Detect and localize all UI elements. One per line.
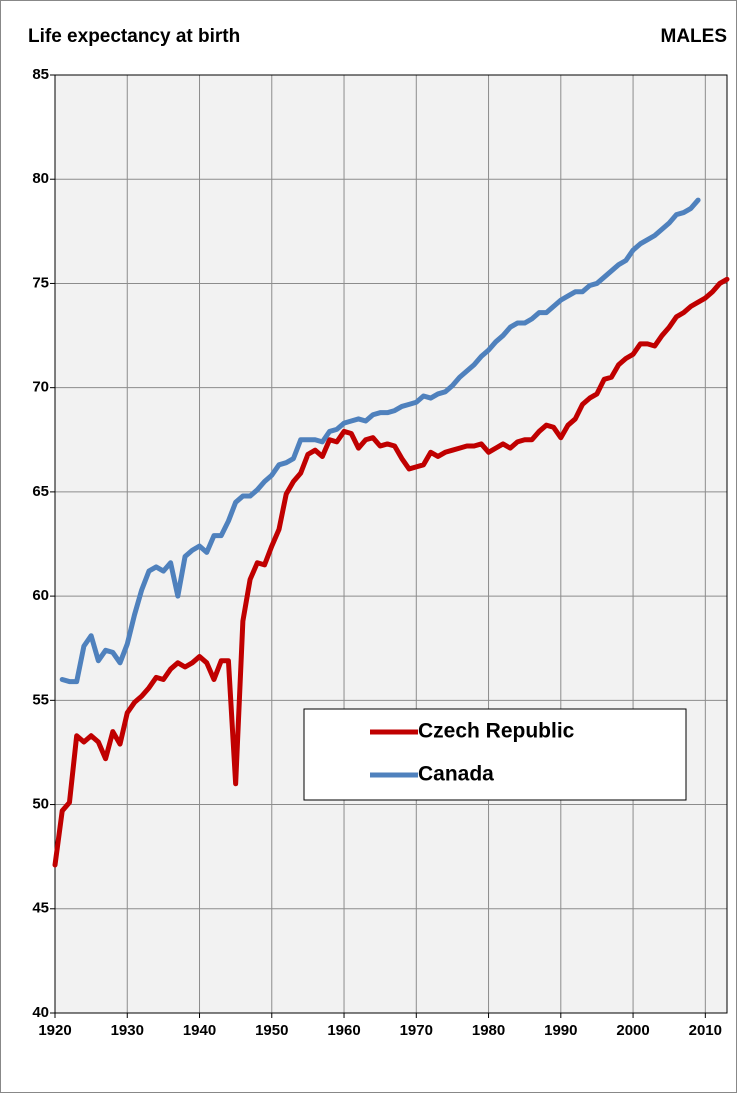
y-tick-label: 70 — [32, 379, 49, 396]
legend-box — [303, 708, 687, 801]
plot-area — [55, 75, 727, 1013]
plot-border — [54, 74, 728, 1014]
legend-label: Canada — [418, 763, 494, 786]
x-tick-label: 1950 — [255, 1022, 288, 1039]
x-tick-label: 1980 — [472, 1022, 505, 1039]
x-tick-label: 1990 — [544, 1022, 577, 1039]
x-tick-label: 1960 — [327, 1022, 360, 1039]
chart-title: Life expectancy at birth — [28, 26, 240, 47]
chart-subtitle: MALES — [661, 26, 728, 47]
legend-label: Czech Republic — [418, 720, 575, 743]
x-tick-label: 1970 — [400, 1022, 433, 1039]
y-tick-label: 60 — [32, 587, 49, 604]
y-tick-label: 80 — [32, 170, 49, 187]
x-tick-label: 1920 — [38, 1022, 71, 1039]
y-tick-label: 50 — [32, 796, 49, 813]
data-line — [52, 276, 730, 868]
y-tick-label: 55 — [32, 691, 49, 708]
y-tick-label: 75 — [32, 274, 49, 291]
y-tick-label: 85 — [32, 66, 49, 83]
x-tick-label: 1940 — [183, 1022, 216, 1039]
y-tick-label: 65 — [32, 483, 49, 500]
x-tick-label: 2010 — [689, 1022, 722, 1039]
y-tick-label: 45 — [32, 900, 49, 917]
x-tick-label: 2000 — [616, 1022, 649, 1039]
data-line — [59, 197, 701, 685]
x-tick-label: 1930 — [111, 1022, 144, 1039]
y-tick-label: 40 — [32, 1004, 49, 1021]
